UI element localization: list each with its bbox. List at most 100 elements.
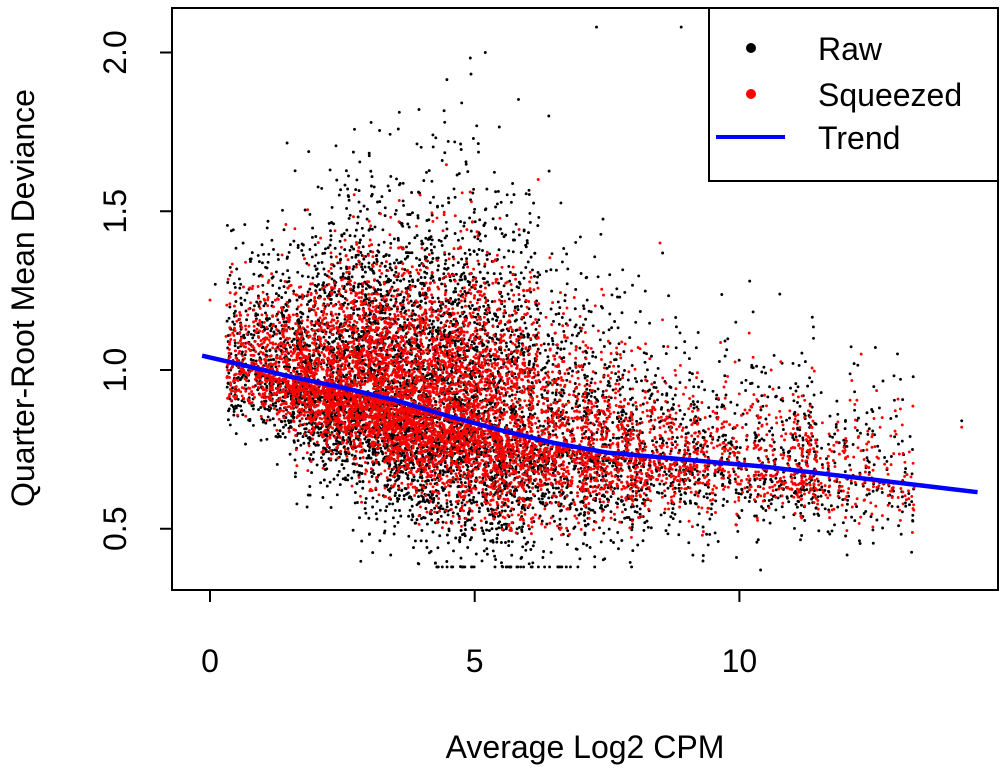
raw-point — [419, 299, 423, 303]
raw-point — [623, 369, 626, 372]
raw-point — [711, 437, 715, 441]
raw-point — [611, 464, 615, 468]
raw-point — [828, 532, 832, 536]
raw-point — [530, 381, 534, 385]
raw-point — [649, 414, 653, 418]
raw-point — [678, 489, 682, 493]
raw-point — [648, 321, 652, 325]
raw-point — [385, 505, 389, 509]
raw-point — [358, 480, 362, 484]
raw-point — [276, 318, 280, 322]
raw-point — [264, 311, 267, 315]
raw-point — [472, 495, 476, 499]
raw-point — [446, 541, 450, 545]
raw-point — [584, 317, 588, 321]
raw-point — [276, 253, 280, 257]
raw-point — [551, 339, 555, 343]
raw-point — [375, 499, 379, 503]
raw-point — [533, 274, 536, 278]
raw-point — [337, 193, 341, 197]
raw-point — [709, 434, 712, 438]
raw-point — [378, 129, 382, 132]
raw-point — [609, 539, 613, 542]
raw-point — [616, 326, 620, 330]
raw-point — [307, 150, 311, 154]
raw-point — [344, 340, 348, 344]
raw-point — [601, 558, 605, 562]
raw-point — [810, 315, 814, 319]
raw-point — [661, 439, 665, 443]
raw-point — [444, 493, 448, 497]
raw-point — [480, 450, 483, 454]
raw-point — [582, 307, 586, 311]
raw-point — [851, 443, 855, 446]
raw-point — [480, 502, 484, 506]
raw-point — [585, 351, 589, 355]
raw-point — [552, 491, 556, 495]
raw-point — [363, 507, 367, 511]
raw-point — [506, 292, 510, 296]
raw-point — [380, 261, 384, 265]
raw-point — [473, 220, 477, 224]
raw-point — [554, 500, 558, 504]
raw-point — [671, 397, 675, 401]
raw-point — [896, 505, 900, 509]
raw-point — [565, 410, 568, 414]
raw-point — [299, 443, 303, 447]
raw-point — [397, 497, 401, 501]
raw-point — [701, 473, 705, 477]
raw-point — [410, 304, 414, 307]
raw-point — [544, 269, 548, 273]
raw-point — [321, 347, 325, 351]
raw-point — [669, 449, 673, 453]
raw-point — [628, 387, 632, 391]
raw-point — [355, 482, 359, 486]
raw-point — [564, 517, 568, 521]
raw-point — [458, 278, 462, 282]
raw-point — [536, 307, 540, 311]
raw-point — [452, 549, 455, 553]
raw-point — [425, 522, 429, 526]
raw-point — [249, 358, 253, 361]
raw-point — [430, 342, 434, 346]
raw-point — [801, 443, 805, 447]
raw-point — [335, 452, 338, 456]
raw-point — [281, 208, 284, 212]
raw-point — [828, 434, 832, 438]
raw-point — [477, 491, 481, 495]
raw-point — [239, 296, 243, 300]
raw-point — [352, 247, 356, 251]
raw-point — [716, 470, 720, 474]
raw-point — [910, 472, 914, 476]
raw-point — [843, 419, 847, 423]
raw-point — [510, 313, 514, 317]
raw-point — [622, 503, 626, 507]
raw-point — [357, 200, 361, 204]
raw-point — [667, 294, 671, 298]
raw-point — [542, 342, 546, 346]
raw-point — [317, 346, 321, 349]
raw-point — [337, 469, 341, 473]
raw-point — [799, 511, 803, 515]
raw-point — [532, 540, 536, 544]
raw-point — [472, 187, 476, 191]
raw-point — [871, 528, 875, 532]
raw-point — [475, 500, 479, 504]
raw-point — [433, 399, 437, 403]
raw-point — [544, 348, 547, 352]
raw-point — [334, 337, 338, 341]
raw-point — [616, 411, 620, 415]
raw-point — [764, 477, 767, 481]
raw-point — [683, 340, 687, 344]
raw-point — [713, 474, 717, 478]
raw-point — [515, 390, 519, 394]
raw-point — [468, 538, 472, 542]
raw-point — [467, 493, 471, 497]
raw-point — [591, 350, 595, 354]
raw-point — [381, 228, 385, 232]
raw-point — [343, 183, 347, 187]
raw-point — [560, 394, 564, 398]
raw-point — [329, 506, 333, 509]
raw-point — [850, 515, 854, 519]
raw-point — [354, 228, 358, 232]
